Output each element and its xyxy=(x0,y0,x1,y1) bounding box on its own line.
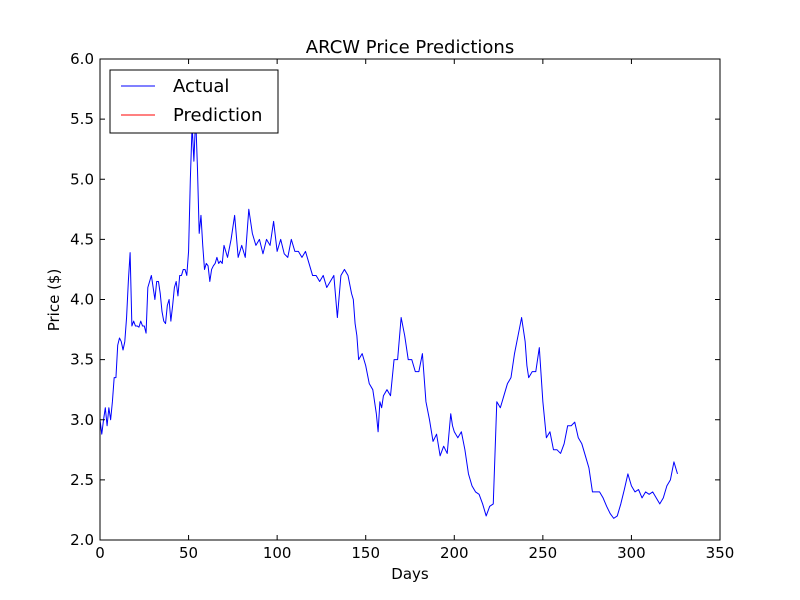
series-line-actual xyxy=(99,116,678,519)
legend-actual-label: Actual xyxy=(173,76,229,97)
y-tick-label: 2.0 xyxy=(70,531,94,549)
x-tick-label: 350 xyxy=(706,544,735,562)
y-axis-label: Price ($) xyxy=(45,269,63,332)
y-tick-label: 5.0 xyxy=(70,170,94,188)
legend-box xyxy=(109,69,279,134)
x-tick-label: 150 xyxy=(351,544,380,562)
y-tick-label: 6.0 xyxy=(70,50,94,68)
y-tick-label: 3.5 xyxy=(70,351,94,369)
x-tick-label: 0 xyxy=(95,544,105,562)
series-layer xyxy=(99,116,678,519)
y-tick-label: 2.5 xyxy=(70,471,94,489)
x-tick-label: 250 xyxy=(529,544,558,562)
legend: Actual Prediction xyxy=(109,69,279,134)
x-tick-label: 300 xyxy=(617,544,646,562)
chart-title: ARCW Price Predictions xyxy=(306,37,514,58)
ticks-layer: 0 50 100 150 200 250 300 350 2.0 2.5 3.0 3.5 4.0 4.5 5… xyxy=(70,50,734,562)
x-tick-label: 50 xyxy=(179,544,198,562)
legend-prediction-label: Prediction xyxy=(173,105,262,126)
y-tick-label: 3.0 xyxy=(70,411,94,429)
x-axis-label: Days xyxy=(391,565,429,583)
plot-area xyxy=(100,59,720,540)
y-tick-label: 5.5 xyxy=(70,110,94,128)
x-tick-label: 200 xyxy=(440,544,469,562)
y-tick-label: 4.0 xyxy=(70,291,94,309)
x-tick-label: 100 xyxy=(263,544,292,562)
y-tick-label: 4.5 xyxy=(70,230,94,248)
